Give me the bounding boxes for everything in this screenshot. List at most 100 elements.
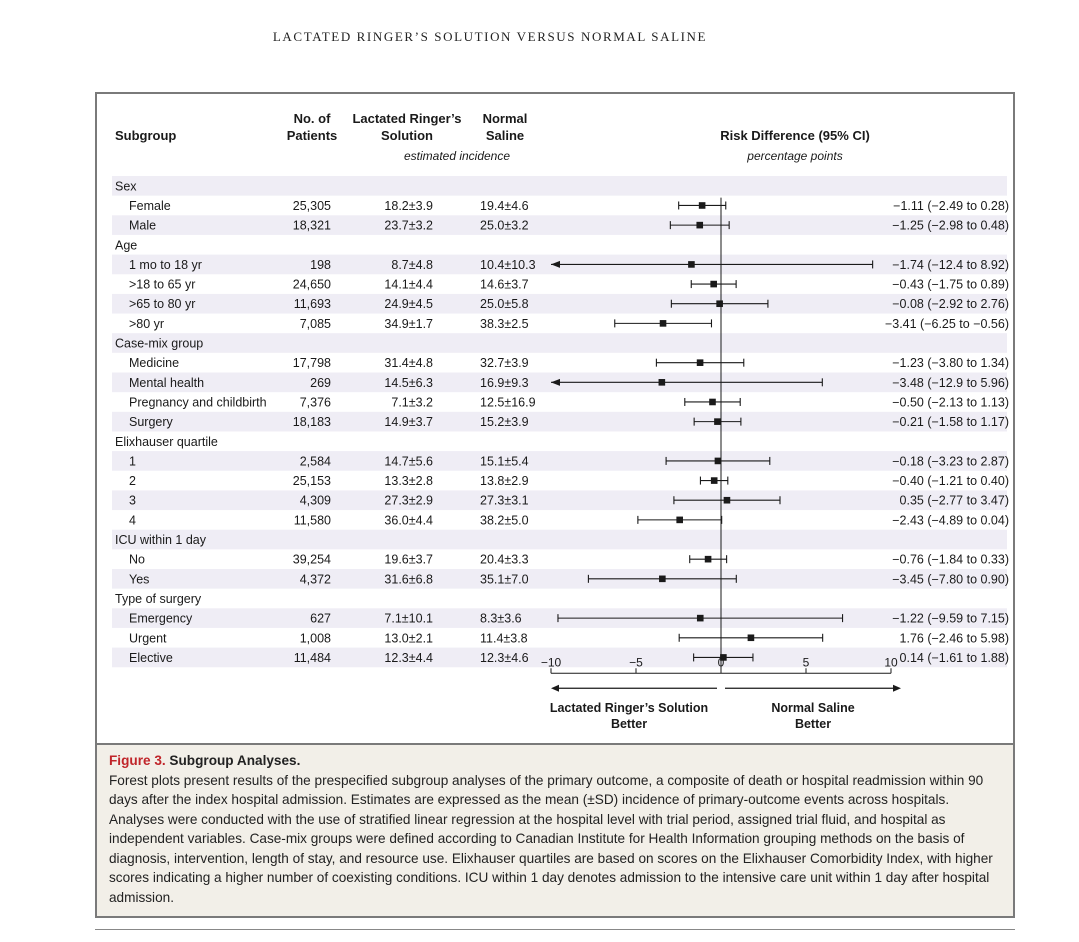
risk-difference-value: −0.08 (−2.92 to 2.76) — [892, 297, 1009, 311]
row-stripe — [112, 529, 1007, 550]
point-estimate — [698, 202, 706, 209]
ci-arrow — [551, 378, 560, 386]
lr-incidence: 12.3±4.4 — [384, 651, 433, 665]
patients-count: 4,309 — [300, 494, 331, 508]
point-estimate — [676, 516, 683, 524]
estimated-incidence-label: estimated incidence — [404, 149, 510, 163]
risk-difference-value: −1.25 (−2.98 to 0.48) — [892, 219, 1009, 233]
risk-difference-value: 0.35 (−2.77 to 3.47) — [900, 494, 1009, 508]
caption-figure-label: Figure 3. — [109, 753, 166, 768]
subgroup-label: 1 — [129, 454, 136, 468]
subgroup-header: Subgroup — [115, 128, 176, 143]
patients-count: 2,584 — [300, 454, 331, 468]
patients-count: 25,305 — [293, 199, 331, 213]
patients-count: 11,484 — [294, 651, 331, 665]
ns-incidence: 13.8±2.9 — [480, 474, 529, 488]
ns-incidence: 8.3±3.6 — [480, 612, 522, 626]
lr-incidence: 31.6±6.8 — [384, 572, 433, 586]
risk-difference-value: −1.74 (−12.4 to 8.92) — [892, 258, 1009, 272]
ns-incidence: 20.4±3.3 — [480, 553, 529, 567]
percentage-points-label: percentage points — [746, 149, 842, 163]
subgroup-label: Female — [129, 199, 171, 213]
subgroup-label: Pregnancy and childbirth — [129, 395, 267, 409]
patients-header-line1: No. of — [294, 111, 331, 126]
point-estimate — [723, 496, 731, 504]
ns-incidence: 25.0±5.8 — [480, 297, 529, 311]
row-stripe — [112, 215, 1007, 235]
row-stripe — [112, 647, 1007, 668]
lr-incidence: 13.3±2.8 — [384, 474, 433, 488]
risk-difference-value: −0.21 (−1.58 to 1.17) — [892, 415, 1009, 429]
risk-difference-value: 1.76 (−2.46 to 5.98) — [900, 631, 1009, 645]
subgroup-label: Surgery — [129, 415, 174, 429]
point-estimate — [710, 280, 717, 288]
point-estimate — [696, 614, 704, 622]
group-label: Sex — [115, 179, 137, 193]
ns-incidence: 38.3±2.5 — [480, 317, 529, 331]
ns-header-line1: Normal — [483, 111, 528, 126]
group-label: Type of surgery — [115, 592, 202, 606]
lr-incidence: 14.1±4.4 — [384, 278, 433, 292]
risk-difference-value: −3.41 (−6.25 to −0.56) — [885, 317, 1009, 331]
patients-header-line2: Patients — [287, 128, 338, 143]
patients-count: 11,580 — [294, 513, 331, 527]
subgroup-label: Mental health — [129, 376, 204, 390]
group-label: ICU within 1 day — [115, 533, 207, 547]
lr-incidence: 7.1±10.1 — [384, 612, 433, 626]
subgroup-label: No — [129, 553, 145, 567]
point-estimate — [659, 575, 666, 583]
row-stripe — [112, 451, 1007, 471]
lr-incidence: 13.0±2.1 — [384, 631, 433, 645]
lr-incidence: 19.6±3.7 — [384, 553, 433, 567]
risk-difference-value: −3.45 (−7.80 to 0.90) — [892, 572, 1009, 586]
group-label: Age — [115, 238, 137, 252]
risk-difference-value: −3.48 (−12.9 to 5.96) — [892, 376, 1009, 390]
ns-incidence: 16.9±9.3 — [480, 376, 529, 390]
patients-count: 4,372 — [300, 572, 331, 586]
caption-title-text: Subgroup Analyses. — [165, 753, 301, 768]
patients-count: 17,798 — [293, 356, 331, 370]
point-estimate — [659, 320, 667, 327]
risk-difference-value: −0.43 (−1.75 to 0.89) — [892, 278, 1009, 292]
ns-incidence: 12.5±16.9 — [480, 395, 536, 409]
lr-header-line1: Lactated Ringer’s — [352, 111, 461, 126]
risk-difference-value: 0.14 (−1.61 to 1.88) — [900, 651, 1009, 665]
patients-count: 7,085 — [300, 317, 331, 331]
group-label: Case-mix group — [115, 337, 203, 351]
point-estimate — [658, 379, 666, 386]
ns-incidence: 15.1±5.4 — [480, 454, 529, 468]
lr-incidence: 8.7±4.8 — [391, 258, 433, 272]
patients-count: 18,183 — [293, 415, 331, 429]
risk-difference-value: −0.50 (−2.13 to 1.13) — [892, 395, 1009, 409]
risk-difference-value: −2.43 (−4.89 to 0.04) — [892, 513, 1009, 527]
ns-better-label-line2: Better — [795, 717, 831, 731]
lr-incidence: 14.9±3.7 — [384, 415, 433, 429]
row-stripe — [112, 333, 1007, 353]
x-tick-label: 0 — [718, 655, 725, 669]
subgroup-label: Emergency — [129, 612, 193, 626]
point-estimate — [720, 654, 727, 661]
patients-count: 18,321 — [293, 219, 331, 233]
group-label: Elixhauser quartile — [115, 435, 218, 449]
x-tick-label: 5 — [803, 655, 810, 669]
point-estimate — [714, 457, 722, 465]
ns-header-line2: Saline — [486, 128, 524, 143]
caption-title: Figure 3. Subgroup Analyses. — [109, 753, 300, 768]
row-stripe — [112, 293, 1007, 314]
lr-incidence: 31.4±4.8 — [384, 356, 433, 370]
point-estimate — [696, 221, 704, 229]
point-estimate — [696, 359, 704, 366]
running-head: LACTATED RINGER’S SOLUTION VERSUS NORMAL… — [272, 29, 708, 44]
lr-incidence: 24.9±4.5 — [384, 297, 433, 311]
ns-incidence: 32.7±3.9 — [480, 356, 529, 370]
subgroup-label: 2 — [129, 474, 136, 488]
row-stripe — [112, 411, 1007, 432]
point-estimate — [704, 555, 712, 563]
subgroup-label: 3 — [129, 494, 136, 508]
subgroup-label: >80 yr — [129, 317, 164, 331]
lr-incidence: 34.9±1.7 — [384, 317, 433, 331]
lr-incidence: 18.2±3.9 — [384, 199, 433, 213]
point-estimate — [716, 300, 723, 308]
ns-incidence: 38.2±5.0 — [480, 513, 529, 527]
ns-incidence: 14.6±3.7 — [480, 278, 529, 292]
